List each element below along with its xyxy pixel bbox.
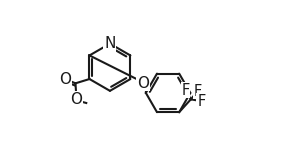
Text: N: N bbox=[104, 36, 116, 51]
Text: O: O bbox=[59, 72, 71, 86]
Text: F: F bbox=[193, 84, 202, 99]
Text: F: F bbox=[197, 94, 205, 109]
Text: F: F bbox=[182, 83, 190, 98]
Text: O: O bbox=[70, 92, 82, 107]
Text: O: O bbox=[137, 76, 149, 91]
